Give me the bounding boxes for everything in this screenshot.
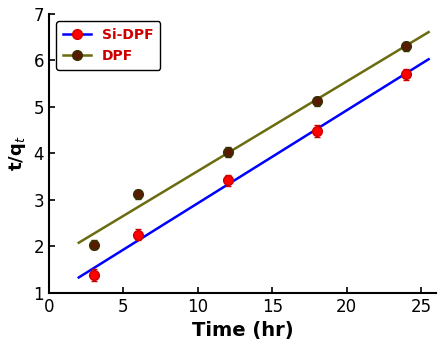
X-axis label: Time (hr): Time (hr) xyxy=(192,321,293,340)
Y-axis label: t/q$_t$: t/q$_t$ xyxy=(7,135,28,171)
Legend: Si-DPF, DPF: Si-DPF, DPF xyxy=(56,21,160,70)
